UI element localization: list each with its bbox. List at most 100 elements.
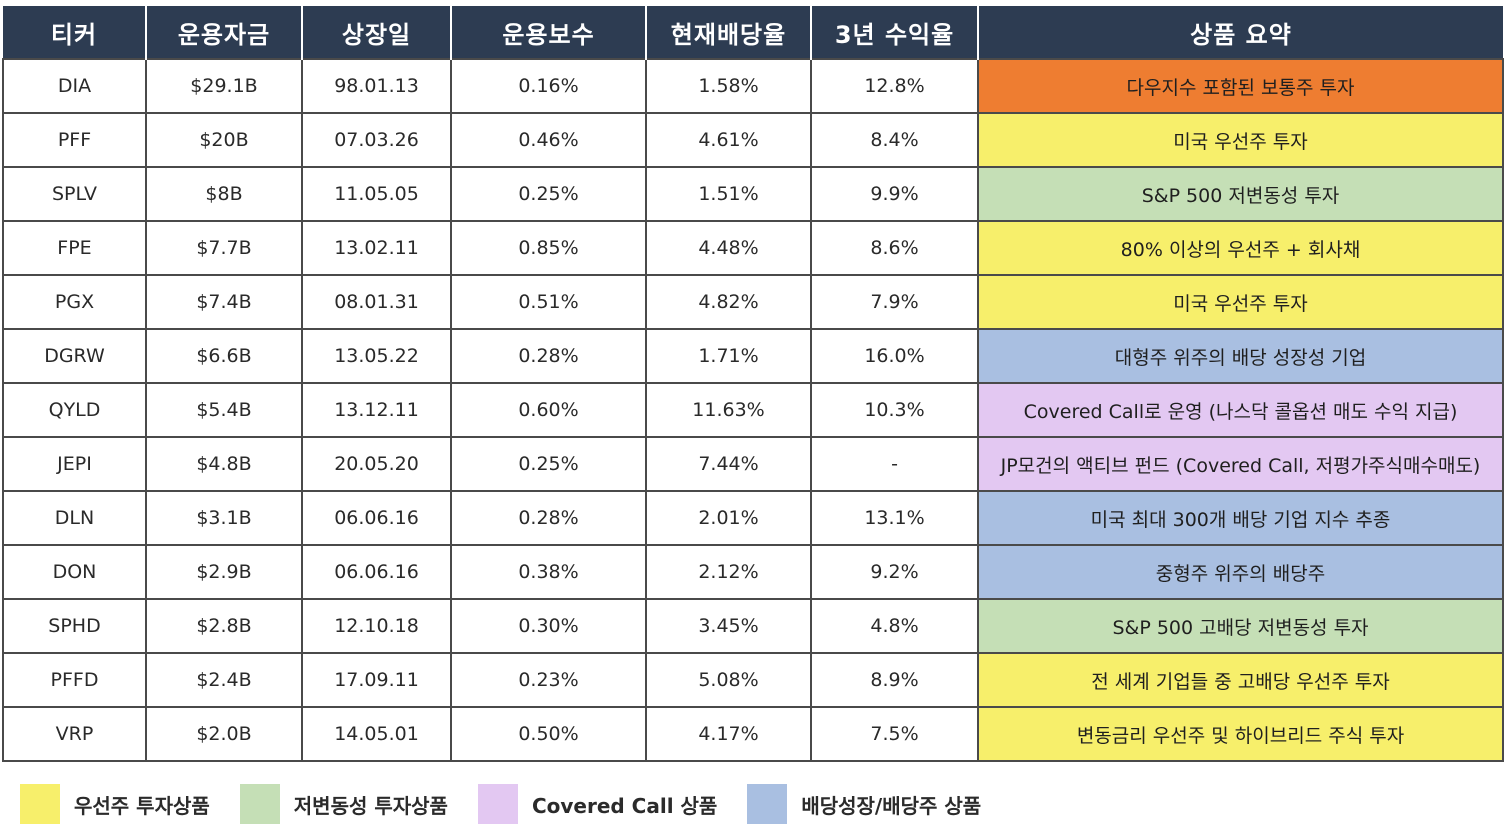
legend-item: 우선주 투자상품: [20, 784, 210, 824]
cell-aum: $2.9B: [145, 544, 303, 600]
header-fee: 운용보수: [450, 6, 646, 59]
cell-ticker: SPHD: [2, 598, 147, 654]
cell-3y-return: 8.9%: [810, 652, 979, 708]
cell-dividend-yield: 4.48%: [645, 220, 812, 276]
cell-aum: $7.4B: [145, 274, 303, 330]
cell-ticker: PFF: [2, 112, 147, 168]
cell-listed-date: 17.09.11: [301, 652, 452, 708]
table-row: FPE $7.7B 13.02.11 0.85% 4.48% 8.6% 80% 이상의 우선…: [2, 220, 1504, 276]
color-legend: 우선주 투자상품 저변동성 투자상품 Covered Call 상품 배당성장/배당주…: [20, 784, 1011, 824]
cell-listed-date: 13.02.11: [301, 220, 452, 276]
cell-fee: 0.38%: [450, 544, 647, 600]
cell-aum: $29.1B: [145, 58, 303, 114]
cell-aum: $8B: [145, 166, 303, 222]
cell-aum: $6.6B: [145, 328, 303, 384]
table-row: DON $2.9B 06.06.16 0.38% 2.12% 9.2% 중형주 위주의 배당…: [2, 544, 1504, 600]
cell-listed-date: 08.01.31: [301, 274, 452, 330]
cell-dividend-yield: 1.58%: [645, 58, 812, 114]
header-ticker: 티커: [3, 6, 146, 59]
cell-3y-return: -: [810, 436, 979, 492]
cell-listed-date: 13.05.22: [301, 328, 452, 384]
cell-summary: JP모건의 액티브 펀드 (Covered Call, 저평가주식매수매도): [977, 436, 1504, 492]
cell-fee: 0.16%: [450, 58, 647, 114]
cell-ticker: FPE: [2, 220, 147, 276]
cell-aum: $2.8B: [145, 598, 303, 654]
cell-aum: $2.0B: [145, 706, 303, 762]
cell-aum: $20B: [145, 112, 303, 168]
legend-swatch: [477, 784, 518, 824]
table-row: VRP $2.0B 14.05.01 0.50% 4.17% 7.5% 변동금리 우선주 및…: [2, 706, 1504, 762]
cell-dividend-yield: 2.01%: [645, 490, 812, 546]
cell-fee: 0.23%: [450, 652, 647, 708]
cell-dividend-yield: 11.63%: [645, 382, 812, 438]
cell-summary: S&P 500 고배당 저변동성 투자: [977, 598, 1504, 654]
table-row: PFFD $2.4B 17.09.11 0.23% 5.08% 8.9% 전 세계 기업들 …: [2, 652, 1504, 708]
cell-fee: 0.60%: [450, 382, 647, 438]
legend-label: 저변동성 투자상품: [293, 793, 448, 818]
cell-ticker: PGX: [2, 274, 147, 330]
legend-label: 배당성장/배당주 상품: [801, 793, 982, 818]
cell-summary: S&P 500 저변동성 투자: [977, 166, 1504, 222]
table-row: PFF $20B 07.03.26 0.46% 4.61% 8.4% 미국 우선주 투자: [2, 112, 1504, 168]
cell-listed-date: 14.05.01: [301, 706, 452, 762]
table-row: DIA $29.1B 98.01.13 0.16% 1.58% 12.8% 다우지수 포함된…: [2, 58, 1504, 114]
cell-summary: 다우지수 포함된 보통주 투자: [977, 58, 1504, 114]
cell-aum: $4.8B: [145, 436, 303, 492]
legend-item: Covered Call 상품: [477, 784, 718, 824]
cell-listed-date: 06.06.16: [301, 544, 452, 600]
cell-3y-return: 9.2%: [810, 544, 979, 600]
cell-summary: 80% 이상의 우선주 + 회사채: [977, 220, 1504, 276]
cell-summary: 미국 최대 300개 배당 기업 지수 추종: [977, 490, 1504, 546]
legend-swatch: [20, 784, 60, 824]
cell-fee: 0.46%: [450, 112, 647, 168]
legend-item: 배당성장/배당주 상품: [747, 784, 981, 824]
cell-dividend-yield: 4.17%: [645, 706, 812, 762]
table-row: DLN $3.1B 06.06.16 0.28% 2.01% 13.1% 미국 최대 300…: [2, 490, 1504, 546]
cell-fee: 0.25%: [450, 166, 647, 222]
cell-summary: 중형주 위주의 배당주: [977, 544, 1504, 600]
cell-ticker: DLN: [2, 490, 147, 546]
cell-aum: $5.4B: [145, 382, 303, 438]
cell-summary: 미국 우선주 투자: [977, 112, 1504, 168]
cell-fee: 0.50%: [450, 706, 647, 762]
legend-item: 저변동성 투자상품: [239, 784, 448, 824]
cell-ticker: SPLV: [2, 166, 147, 222]
cell-dividend-yield: 2.12%: [645, 544, 812, 600]
header-listed-date: 상장일: [301, 6, 451, 59]
cell-ticker: PFFD: [2, 652, 147, 708]
etf-table: 티커 운용자금 상장일 운용보수 현재배당율 3년 수익율 상품 요약 DIA $…: [2, 6, 1504, 762]
header-aum: 운용자금: [145, 6, 302, 59]
cell-listed-date: 12.10.18: [301, 598, 452, 654]
cell-dividend-yield: 4.82%: [645, 274, 812, 330]
cell-dividend-yield: 3.45%: [645, 598, 812, 654]
table-row: DGRW $6.6B 13.05.22 0.28% 1.71% 16.0% 대형주 위주의 …: [2, 328, 1504, 384]
cell-summary: 전 세계 기업들 중 고배당 우선주 투자: [977, 652, 1504, 708]
legend-label: Covered Call 상품: [531, 793, 718, 818]
cell-ticker: QYLD: [2, 382, 147, 438]
cell-listed-date: 07.03.26: [301, 112, 452, 168]
cell-3y-return: 8.6%: [810, 220, 979, 276]
cell-aum: $3.1B: [145, 490, 303, 546]
cell-dividend-yield: 1.71%: [645, 328, 812, 384]
cell-3y-return: 12.8%: [810, 58, 979, 114]
cell-ticker: DON: [2, 544, 147, 600]
cell-3y-return: 13.1%: [810, 490, 979, 546]
cell-fee: 0.28%: [450, 328, 647, 384]
cell-3y-return: 8.4%: [810, 112, 979, 168]
cell-aum: $7.7B: [145, 220, 303, 276]
cell-listed-date: 06.06.16: [301, 490, 452, 546]
cell-dividend-yield: 1.51%: [645, 166, 812, 222]
table-row: PGX $7.4B 08.01.31 0.51% 4.82% 7.9% 미국 우선주 투자: [2, 274, 1504, 330]
cell-ticker: JEPI: [2, 436, 147, 492]
table-row: SPLV $8B 11.05.05 0.25% 1.51% 9.9% S&P 500 저변동…: [2, 166, 1504, 222]
cell-summary: 변동금리 우선주 및 하이브리드 주식 투자: [977, 706, 1504, 762]
cell-listed-date: 20.05.20: [301, 436, 452, 492]
header-dividend-yield: 현재배당율: [645, 6, 811, 59]
legend-swatch: [747, 784, 788, 824]
cell-3y-return: 16.0%: [810, 328, 979, 384]
cell-3y-return: 7.5%: [810, 706, 979, 762]
cell-dividend-yield: 7.44%: [645, 436, 812, 492]
legend-label: 우선주 투자상품: [74, 793, 210, 818]
cell-fee: 0.30%: [450, 598, 647, 654]
